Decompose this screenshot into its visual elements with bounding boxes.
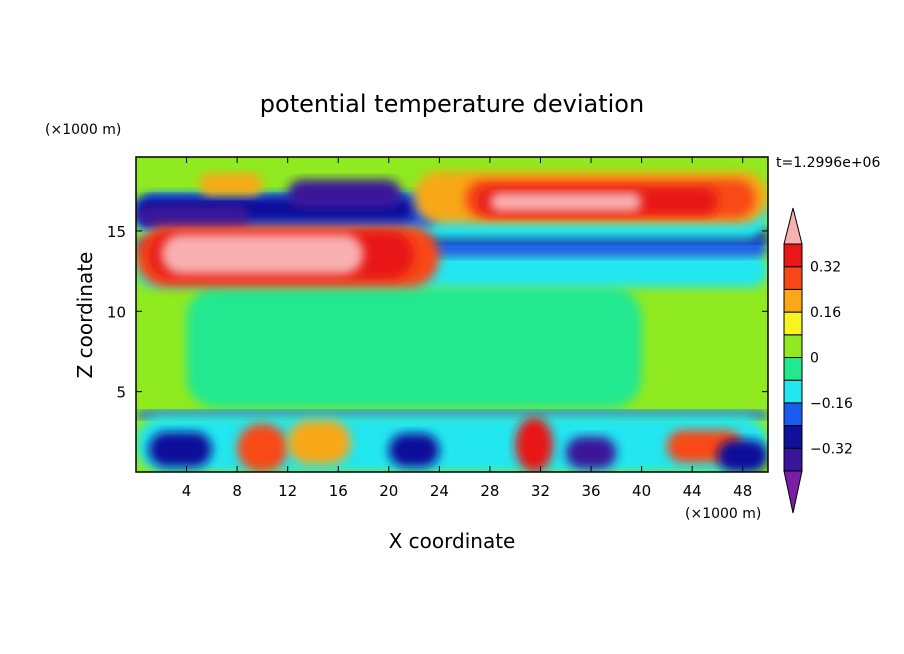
contour-region: [287, 420, 351, 464]
plot-frame: [135, 156, 769, 473]
chart-title: potential temperature deviation: [260, 90, 644, 118]
y-tick-label: 10: [107, 303, 126, 321]
x-tick-label: 48: [733, 482, 752, 500]
x-tick-label: 20: [379, 482, 398, 500]
contour-region: [148, 431, 212, 468]
colorbar-label: 0.32: [810, 260, 841, 276]
colorbar-swatch: [783, 266, 803, 290]
x-tick-label: 16: [329, 482, 348, 500]
colorbar-label: 0.16: [810, 305, 841, 321]
y-axis: 5 10 15: [107, 223, 768, 402]
colorbar-swatch: [783, 288, 803, 313]
colorbar-swatch: [783, 243, 803, 268]
y-tick-label: 15: [107, 223, 126, 241]
colorbar-swatch: [783, 402, 803, 427]
x-tick-label: 36: [581, 482, 600, 500]
y-unit-label: (×1000 m): [45, 122, 121, 138]
colorbar-label: −0.32: [810, 441, 853, 457]
x-axis: 4 8 12 16 20 24 28 32 36 40 44 48: [182, 157, 752, 500]
y-axis-label: Z coordinate: [73, 252, 97, 379]
contour-region: [515, 417, 554, 472]
contour-region: [136, 205, 250, 228]
x-tick-label: 4: [182, 482, 192, 500]
x-tick-label: 40: [632, 482, 651, 500]
contour-region: [287, 179, 402, 209]
contour-region: [199, 173, 263, 196]
contour-region: [565, 436, 617, 469]
x-tick-label: 12: [278, 482, 297, 500]
colorbar-label: −0.16: [810, 396, 853, 412]
contour-region: [489, 192, 642, 212]
colorbar-swatch: [783, 357, 803, 381]
colorbar-swatch: [783, 334, 803, 358]
plot-area: [136, 157, 768, 472]
x-tick-label: 32: [531, 482, 550, 500]
contour-region: [388, 433, 440, 468]
x-unit-label: (×1000 m): [685, 506, 761, 522]
x-tick-label: 8: [232, 482, 242, 500]
colorbar-swatch: [783, 447, 803, 472]
contour-fill-layer: [136, 157, 768, 472]
y-tick-label: 5: [116, 384, 126, 402]
contour-region: [237, 423, 288, 472]
contour-region: [186, 287, 642, 408]
colorbar-swatch: [783, 425, 803, 449]
colorbar-swatch: [783, 379, 803, 404]
x-tick-label: 24: [430, 482, 449, 500]
colorbar-bottom-arrow: [783, 470, 803, 514]
contour-region: [161, 234, 364, 275]
colorbar-top-arrow: [783, 207, 803, 245]
time-label: t=1.2996e+06: [776, 155, 880, 171]
x-axis-label: X coordinate: [389, 529, 516, 553]
colorbar: 0.32 0.16 0 −0.16 −0.32: [783, 207, 853, 514]
x-tick-label: 28: [480, 482, 499, 500]
colorbar-label: 0: [810, 351, 819, 367]
colorbar-swatch: [783, 311, 803, 336]
x-tick-label: 44: [683, 482, 702, 500]
contour-region: [717, 439, 768, 472]
